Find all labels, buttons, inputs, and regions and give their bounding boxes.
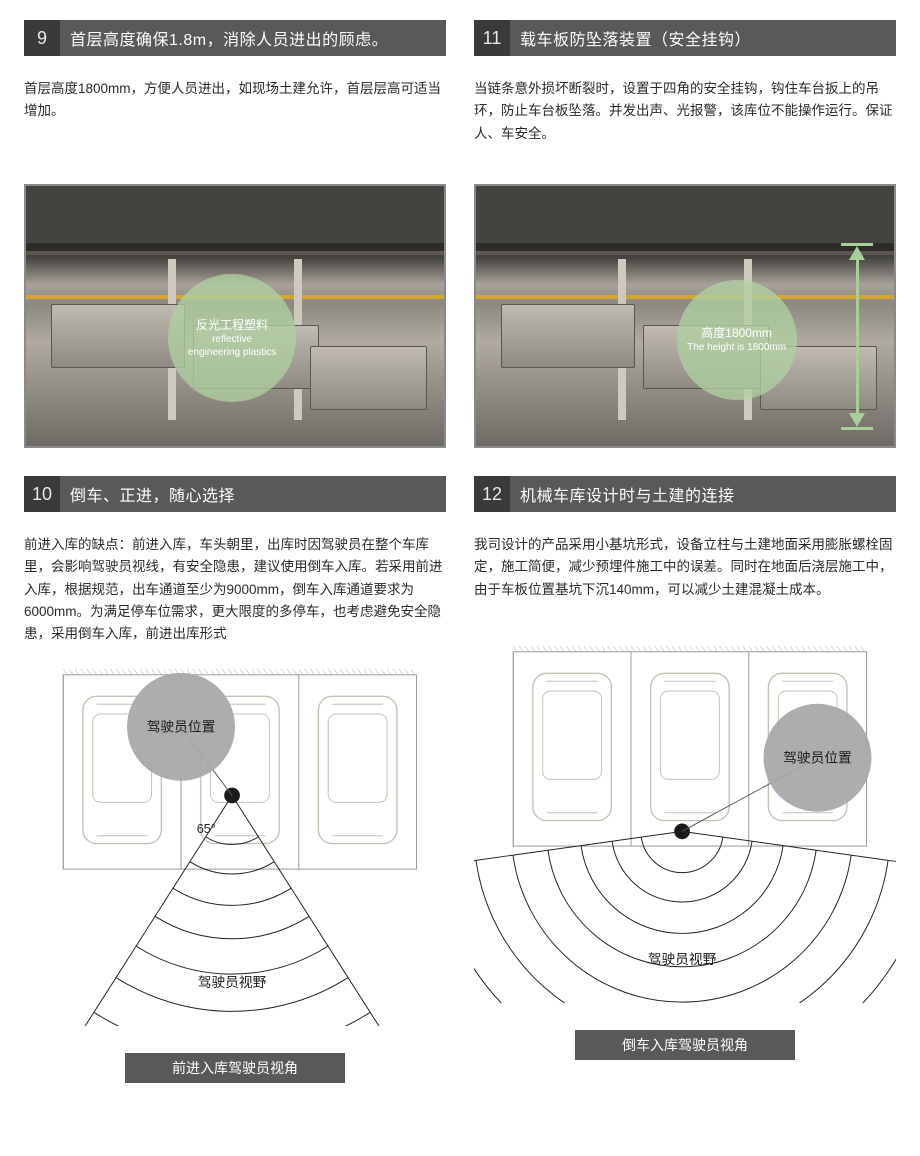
section-10: 10 倒车、正进，随心选择 前进入库的缺点：前进入库，车头朝里，出库时因驾驶员在… [24, 476, 446, 1111]
section-header: 12 机械车库设计时与土建的连接 [474, 476, 896, 512]
diagram-reverse: 驾驶员位置驾驶员视野 [474, 640, 896, 1010]
svg-text:驾驶员位置: 驾驶员位置 [147, 720, 216, 735]
callout-bubble: 高度1800mm The height is 1800mm [677, 280, 797, 400]
bubble-text-1: 反光工程塑料 [196, 317, 268, 333]
diagram-caption: 前进入库驾驶员视角 [125, 1053, 345, 1083]
svg-text:驾驶员视野: 驾驶员视野 [648, 952, 717, 967]
diagram-caption: 倒车入库驾驶员视角 [575, 1030, 795, 1060]
section-12: 12 机械车库设计时与土建的连接 我司设计的产品采用小基坑形式，设备立柱与土建地… [474, 476, 896, 1111]
svg-text:驾驶员视野: 驾驶员视野 [198, 975, 267, 990]
height-arrow [841, 243, 873, 430]
section-header: 11 载车板防坠落装置（安全挂钩） [474, 20, 896, 56]
bubble-text-2: reflective [212, 333, 252, 347]
photo-11: 高度1800mm The height is 1800mm [474, 184, 896, 448]
section-description: 前进入库的缺点：前进入库，车头朝里，出库时因驾驶员在整个车库里，会影响驾驶员视线… [24, 534, 446, 645]
section-title: 机械车库设计时与土建的连接 [510, 476, 896, 512]
section-description: 我司设计的产品采用小基坑形式，设备立柱与土建地面采用膨胀螺栓固定，施工简便，减少… [474, 534, 896, 622]
bubble-text-1: 高度1800mm [701, 325, 772, 341]
photo-9: 反光工程塑料 reflective engineering plastics [24, 184, 446, 448]
section-title: 载车板防坠落装置（安全挂钩） [510, 20, 896, 56]
section-header: 9 首层高度确保1.8m，消除人员进出的顾虑。 [24, 20, 446, 56]
section-header: 10 倒车、正进，随心选择 [24, 476, 446, 512]
section-title: 倒车、正进，随心选择 [60, 476, 446, 512]
section-description: 首层高度1800mm，方便人员进出，如现场土建允许，首层层高可适当增加。 [24, 78, 446, 166]
section-number: 12 [474, 476, 510, 512]
bubble-text-2: The height is 1800mm [687, 341, 786, 355]
section-9: 9 首层高度确保1.8m，消除人员进出的顾虑。 首层高度1800mm，方便人员进… [24, 20, 446, 476]
section-title: 首层高度确保1.8m，消除人员进出的顾虑。 [60, 20, 446, 56]
section-description: 当链条意外损坏断裂时，设置于四角的安全挂钩，钩住车台扳上的吊环，防止车台板坠落。… [474, 78, 896, 166]
section-11: 11 载车板防坠落装置（安全挂钩） 当链条意外损坏断裂时，设置于四角的安全挂钩，… [474, 20, 896, 476]
callout-bubble: 反光工程塑料 reflective engineering plastics [168, 274, 296, 402]
diagram-forward: 65° 驾驶员位置驾驶员视野 [24, 663, 446, 1033]
section-number: 11 [474, 20, 510, 56]
svg-text:65°: 65° [197, 821, 216, 836]
section-number: 10 [24, 476, 60, 512]
svg-text:驾驶员位置: 驾驶员位置 [783, 751, 852, 766]
section-number: 9 [24, 20, 60, 56]
bubble-text-3: engineering plastics [188, 346, 276, 360]
